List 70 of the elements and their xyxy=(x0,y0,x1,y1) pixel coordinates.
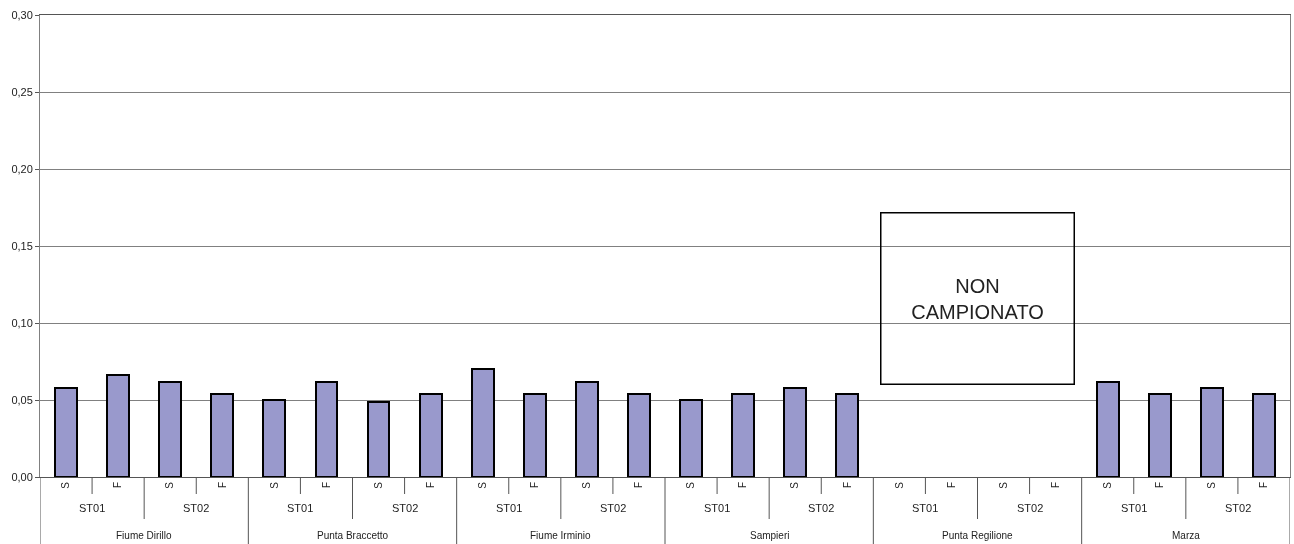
x-tick-label: F xyxy=(320,482,332,489)
bar xyxy=(1096,381,1120,477)
text: ST01 xyxy=(287,502,314,514)
x-tick-label: F xyxy=(112,482,124,489)
x-tick-label: F xyxy=(945,482,957,489)
x-tick-label: S xyxy=(372,481,384,489)
x-tick-label: F xyxy=(216,482,228,489)
bar xyxy=(731,393,755,477)
x-tick-label: F xyxy=(529,482,541,489)
bar xyxy=(210,393,234,477)
text: ST02 xyxy=(1017,502,1044,514)
x-tick-label: S xyxy=(997,481,1009,489)
bar xyxy=(262,399,286,477)
x-tick-label: F xyxy=(424,482,436,489)
y-tick-label: 0,05 xyxy=(11,393,33,406)
bar xyxy=(367,401,390,477)
text: ST02 xyxy=(183,502,210,514)
text: ST02 xyxy=(808,502,835,514)
x-tick-label: F xyxy=(633,482,645,489)
annotation: NON CAMPIONATO xyxy=(911,274,1044,323)
text: ST01 xyxy=(79,502,106,514)
text: ST02 xyxy=(392,502,419,514)
x-tick-label: F xyxy=(1258,482,1270,489)
bar xyxy=(679,399,703,477)
text: ST02 xyxy=(600,502,627,514)
bar xyxy=(315,381,338,477)
bar xyxy=(1252,393,1276,477)
y-tick-label: 0,30 xyxy=(11,8,33,21)
x-tick-label: S xyxy=(685,481,697,489)
bar xyxy=(627,393,651,477)
x-tick-label: S xyxy=(60,481,72,489)
bar xyxy=(106,374,130,477)
x-tick-label: S xyxy=(1206,481,1218,489)
x-tick-label: F xyxy=(841,482,853,489)
text: Fiume Dirillo xyxy=(116,530,172,541)
x-tick-label: S xyxy=(1101,481,1113,489)
bar xyxy=(783,387,807,477)
x-tick-label: S xyxy=(789,481,801,489)
y-tick-label: 0,15 xyxy=(11,239,33,252)
x-tick-label: F xyxy=(737,482,749,489)
x-tick-label: S xyxy=(476,481,488,489)
bar xyxy=(471,368,495,477)
text: ST01 xyxy=(1121,502,1148,514)
x-tick-label: S xyxy=(893,481,905,489)
bar xyxy=(575,381,599,477)
bar xyxy=(523,393,547,477)
y-tick-label: 0,10 xyxy=(11,316,33,329)
y-tick-label: 0,00 xyxy=(11,470,33,483)
text: ST02 xyxy=(1225,502,1252,514)
x-tick-label: F xyxy=(1049,482,1061,489)
y-tick-label: 0,20 xyxy=(11,162,33,175)
x-tick-label: S xyxy=(164,481,176,489)
bar xyxy=(158,381,182,477)
y-tick-label: 0,25 xyxy=(11,85,33,98)
x-tick-label: S xyxy=(581,481,593,489)
text: ST01 xyxy=(496,502,523,514)
bar xyxy=(419,393,443,477)
text: Marza xyxy=(1172,530,1201,541)
text: Punta Braccetto xyxy=(317,530,389,541)
bar xyxy=(835,393,859,477)
text: ST01 xyxy=(704,502,731,514)
x-tick-label: F xyxy=(1154,482,1166,489)
text: ST01 xyxy=(912,502,939,514)
text: Fiume Irminio xyxy=(530,530,591,541)
bar xyxy=(1148,393,1172,477)
bar xyxy=(54,387,78,477)
bar xyxy=(1200,387,1224,477)
text: Punta Regilione xyxy=(942,530,1014,541)
text: Sampieri xyxy=(750,530,790,541)
x-tick-label: S xyxy=(268,481,280,489)
